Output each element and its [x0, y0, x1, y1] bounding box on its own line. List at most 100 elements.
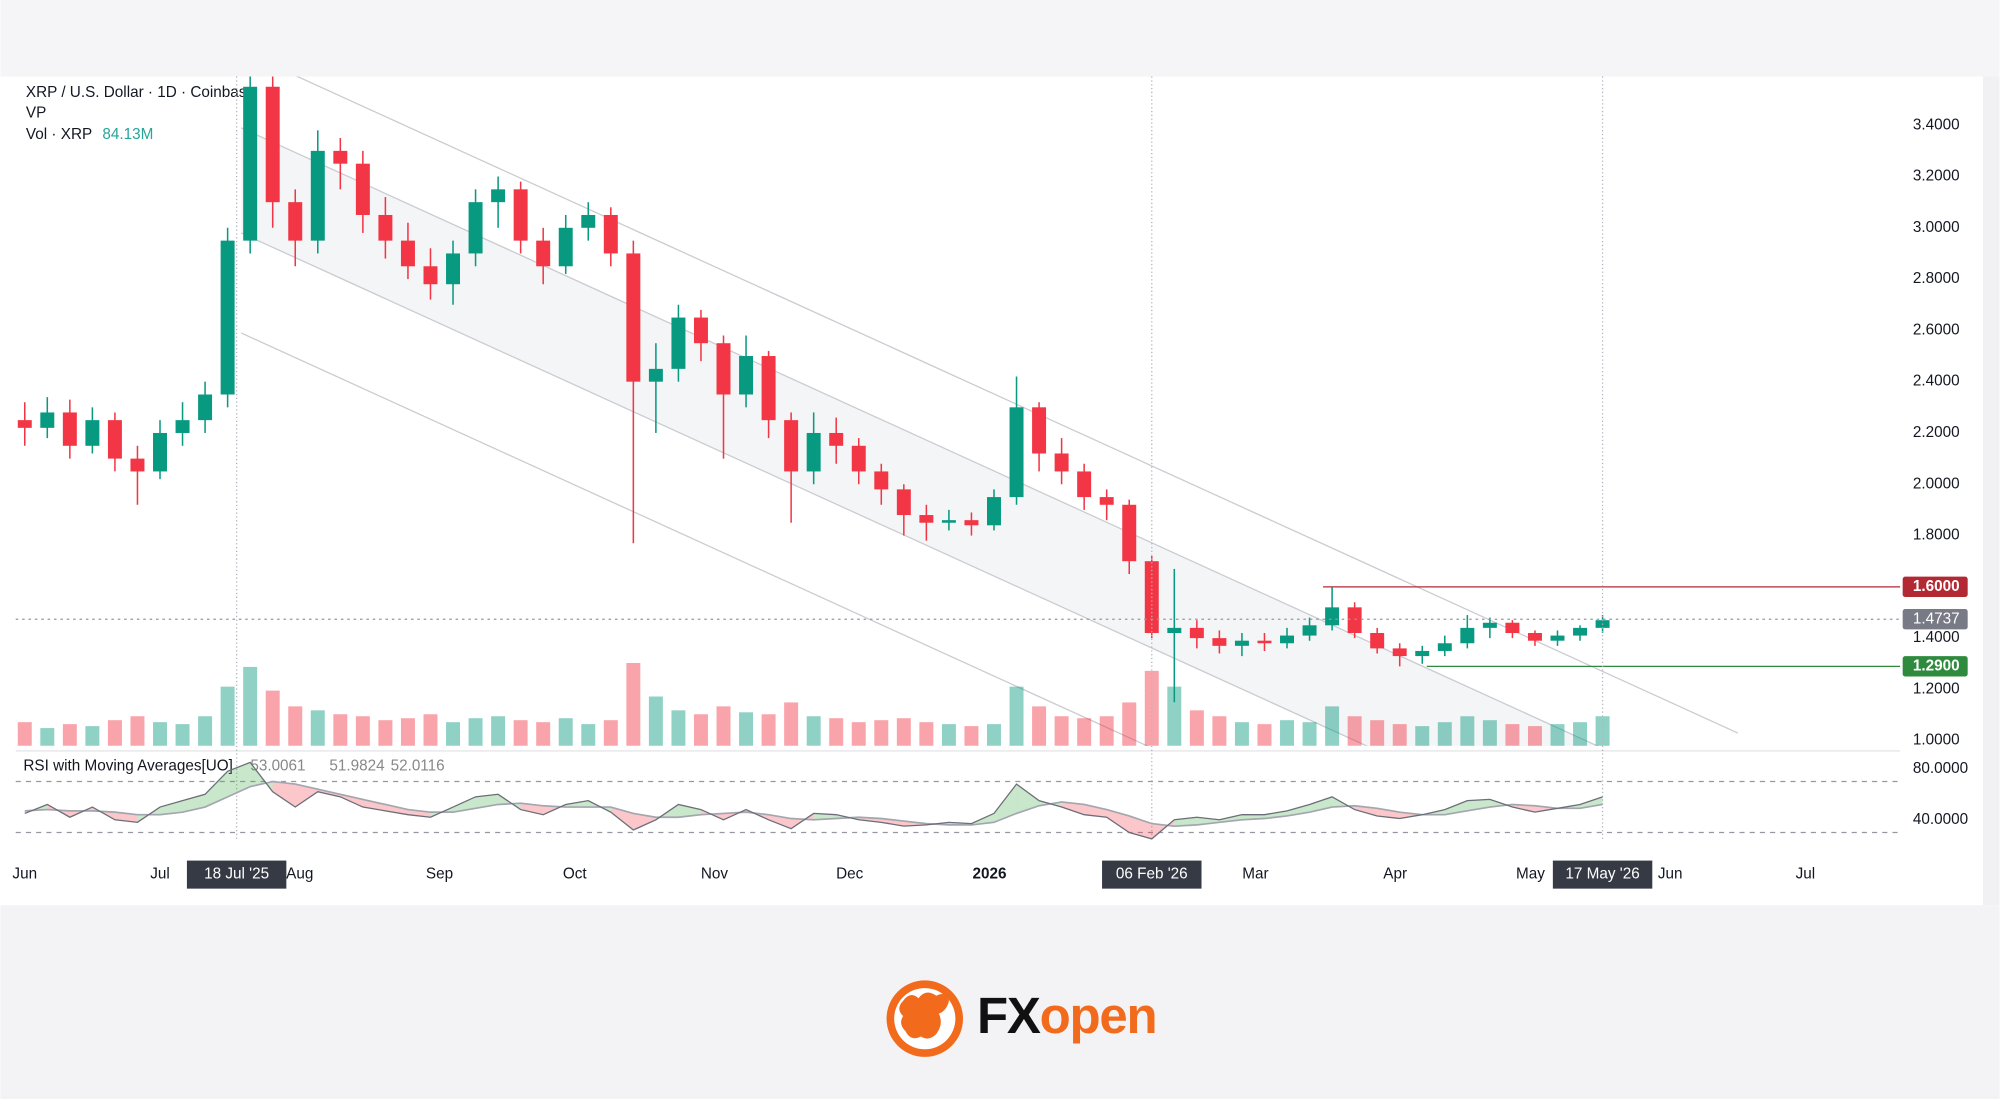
rsi-ma-line [24, 780, 1603, 827]
volume-bar [265, 690, 280, 746]
candle-body [558, 227, 573, 267]
candle-body [829, 432, 844, 446]
volume-bar [1077, 718, 1092, 746]
volume-bar [987, 724, 1001, 746]
candle-body [1527, 633, 1542, 641]
y-tick-label: 2.4000 [1913, 373, 1960, 390]
volume-bar [761, 714, 776, 746]
volume-bar [513, 720, 528, 746]
candle-body [716, 343, 731, 395]
volume-bar [1009, 686, 1024, 746]
brand-open: open [1040, 987, 1157, 1044]
candle-body [1257, 640, 1272, 644]
candle-body [964, 520, 979, 526]
brand-fx: FX [977, 987, 1041, 1044]
candle-body [1167, 627, 1182, 634]
candle-body [806, 432, 821, 472]
rsi-fill [1196, 817, 1220, 825]
volume-bar [491, 716, 506, 746]
volume-bar [671, 710, 686, 746]
channel [240, 76, 1739, 746]
rsi-fill [1264, 810, 1288, 819]
x-tick-label: Jun [1658, 866, 1683, 883]
candle-body [62, 412, 77, 446]
level-label: 1.6000 [1913, 578, 1960, 595]
brand-name: FXopen [977, 987, 1156, 1044]
rsi-fill [453, 796, 476, 813]
volume-bar [107, 720, 122, 746]
volume-bar [874, 720, 889, 746]
candle-body [693, 317, 708, 344]
volume-bar [40, 728, 55, 746]
volume-bar [130, 716, 145, 746]
candle-body [536, 240, 551, 267]
top-strip [0, 0, 2000, 77]
level-tag [1902, 656, 1968, 677]
level-tag [1902, 576, 1968, 598]
x-tick-label: Oct [563, 866, 588, 883]
candle-body [671, 317, 686, 369]
candle-body [153, 432, 167, 472]
volume-bar [716, 706, 731, 746]
candles [17, 76, 1610, 703]
rsi-fill [295, 784, 318, 808]
volume-bar [919, 722, 934, 746]
rsi-fill [272, 781, 296, 808]
y-tick-label: 1.8000 [1913, 527, 1960, 544]
candle-body [1234, 640, 1249, 646]
last-price-label: 1.4737 [1913, 610, 1960, 627]
volume-bar [1257, 724, 1272, 746]
axes: 1.0000 1.2000 1.4000 1.6000 1.8000 2.0000 2.20… [12, 116, 1968, 889]
crosshair-tag [1552, 860, 1653, 889]
rsi-fill [993, 784, 1017, 823]
candle-body [919, 515, 934, 523]
candle-body [1054, 453, 1069, 472]
volume-bar [153, 722, 167, 746]
candle-body [1392, 648, 1407, 657]
rsi-title: RSI with Moving Averages[UO] [23, 757, 233, 774]
volume-label: Vol · XRP [26, 126, 92, 143]
x-tick-label: Jun [12, 866, 37, 883]
channel-line [240, 332, 1149, 746]
candle-body [1370, 633, 1385, 649]
rsi-fill [633, 813, 656, 830]
volume-bar [1302, 722, 1317, 746]
candle-body [220, 240, 235, 395]
candle-body [987, 497, 1001, 526]
crosshair-tag [1102, 860, 1202, 889]
volume-bar [1189, 710, 1204, 746]
crosshair-label: 18 Jul '25 [204, 866, 269, 883]
x-tick-label: Sep [426, 866, 453, 883]
volume-bar [220, 686, 235, 746]
volume-bar [310, 710, 325, 746]
rsi-fill [227, 762, 251, 797]
x-tick-label: Dec [836, 866, 864, 883]
volume-bar [829, 718, 844, 746]
rsi-fill [385, 804, 408, 815]
candle-body [739, 356, 754, 395]
candle-body [851, 445, 866, 472]
brand-logo: FXopen [886, 980, 1158, 1057]
candle-body [1415, 650, 1430, 657]
volume-bar [626, 662, 641, 746]
x-tick-label: Jul [150, 866, 170, 883]
volume-bar [1099, 716, 1114, 746]
volume-bar [806, 716, 821, 746]
candle-body [265, 86, 280, 203]
volume-bar [62, 724, 77, 746]
volume-bar [1527, 726, 1542, 746]
candle-body [333, 150, 348, 164]
rsi-tick-label: 40.0000 [1913, 811, 1968, 828]
volume-bar [1032, 706, 1047, 746]
rsi-fill [610, 807, 634, 830]
rsi-reading: 53.0061 [250, 757, 305, 774]
chart-title: XRP / U.S. Dollar · 1D · Coinbase [26, 84, 255, 101]
y-tick-label: 3.2000 [1913, 168, 1960, 185]
y-tick-label: 3.0000 [1913, 219, 1960, 236]
candle-body [941, 520, 956, 523]
y-tick-label: 2.2000 [1913, 424, 1960, 441]
y-tick-label: 2.6000 [1913, 321, 1960, 338]
candle-body [468, 202, 483, 254]
volume-bar [423, 714, 438, 746]
candle-body [1505, 622, 1520, 634]
